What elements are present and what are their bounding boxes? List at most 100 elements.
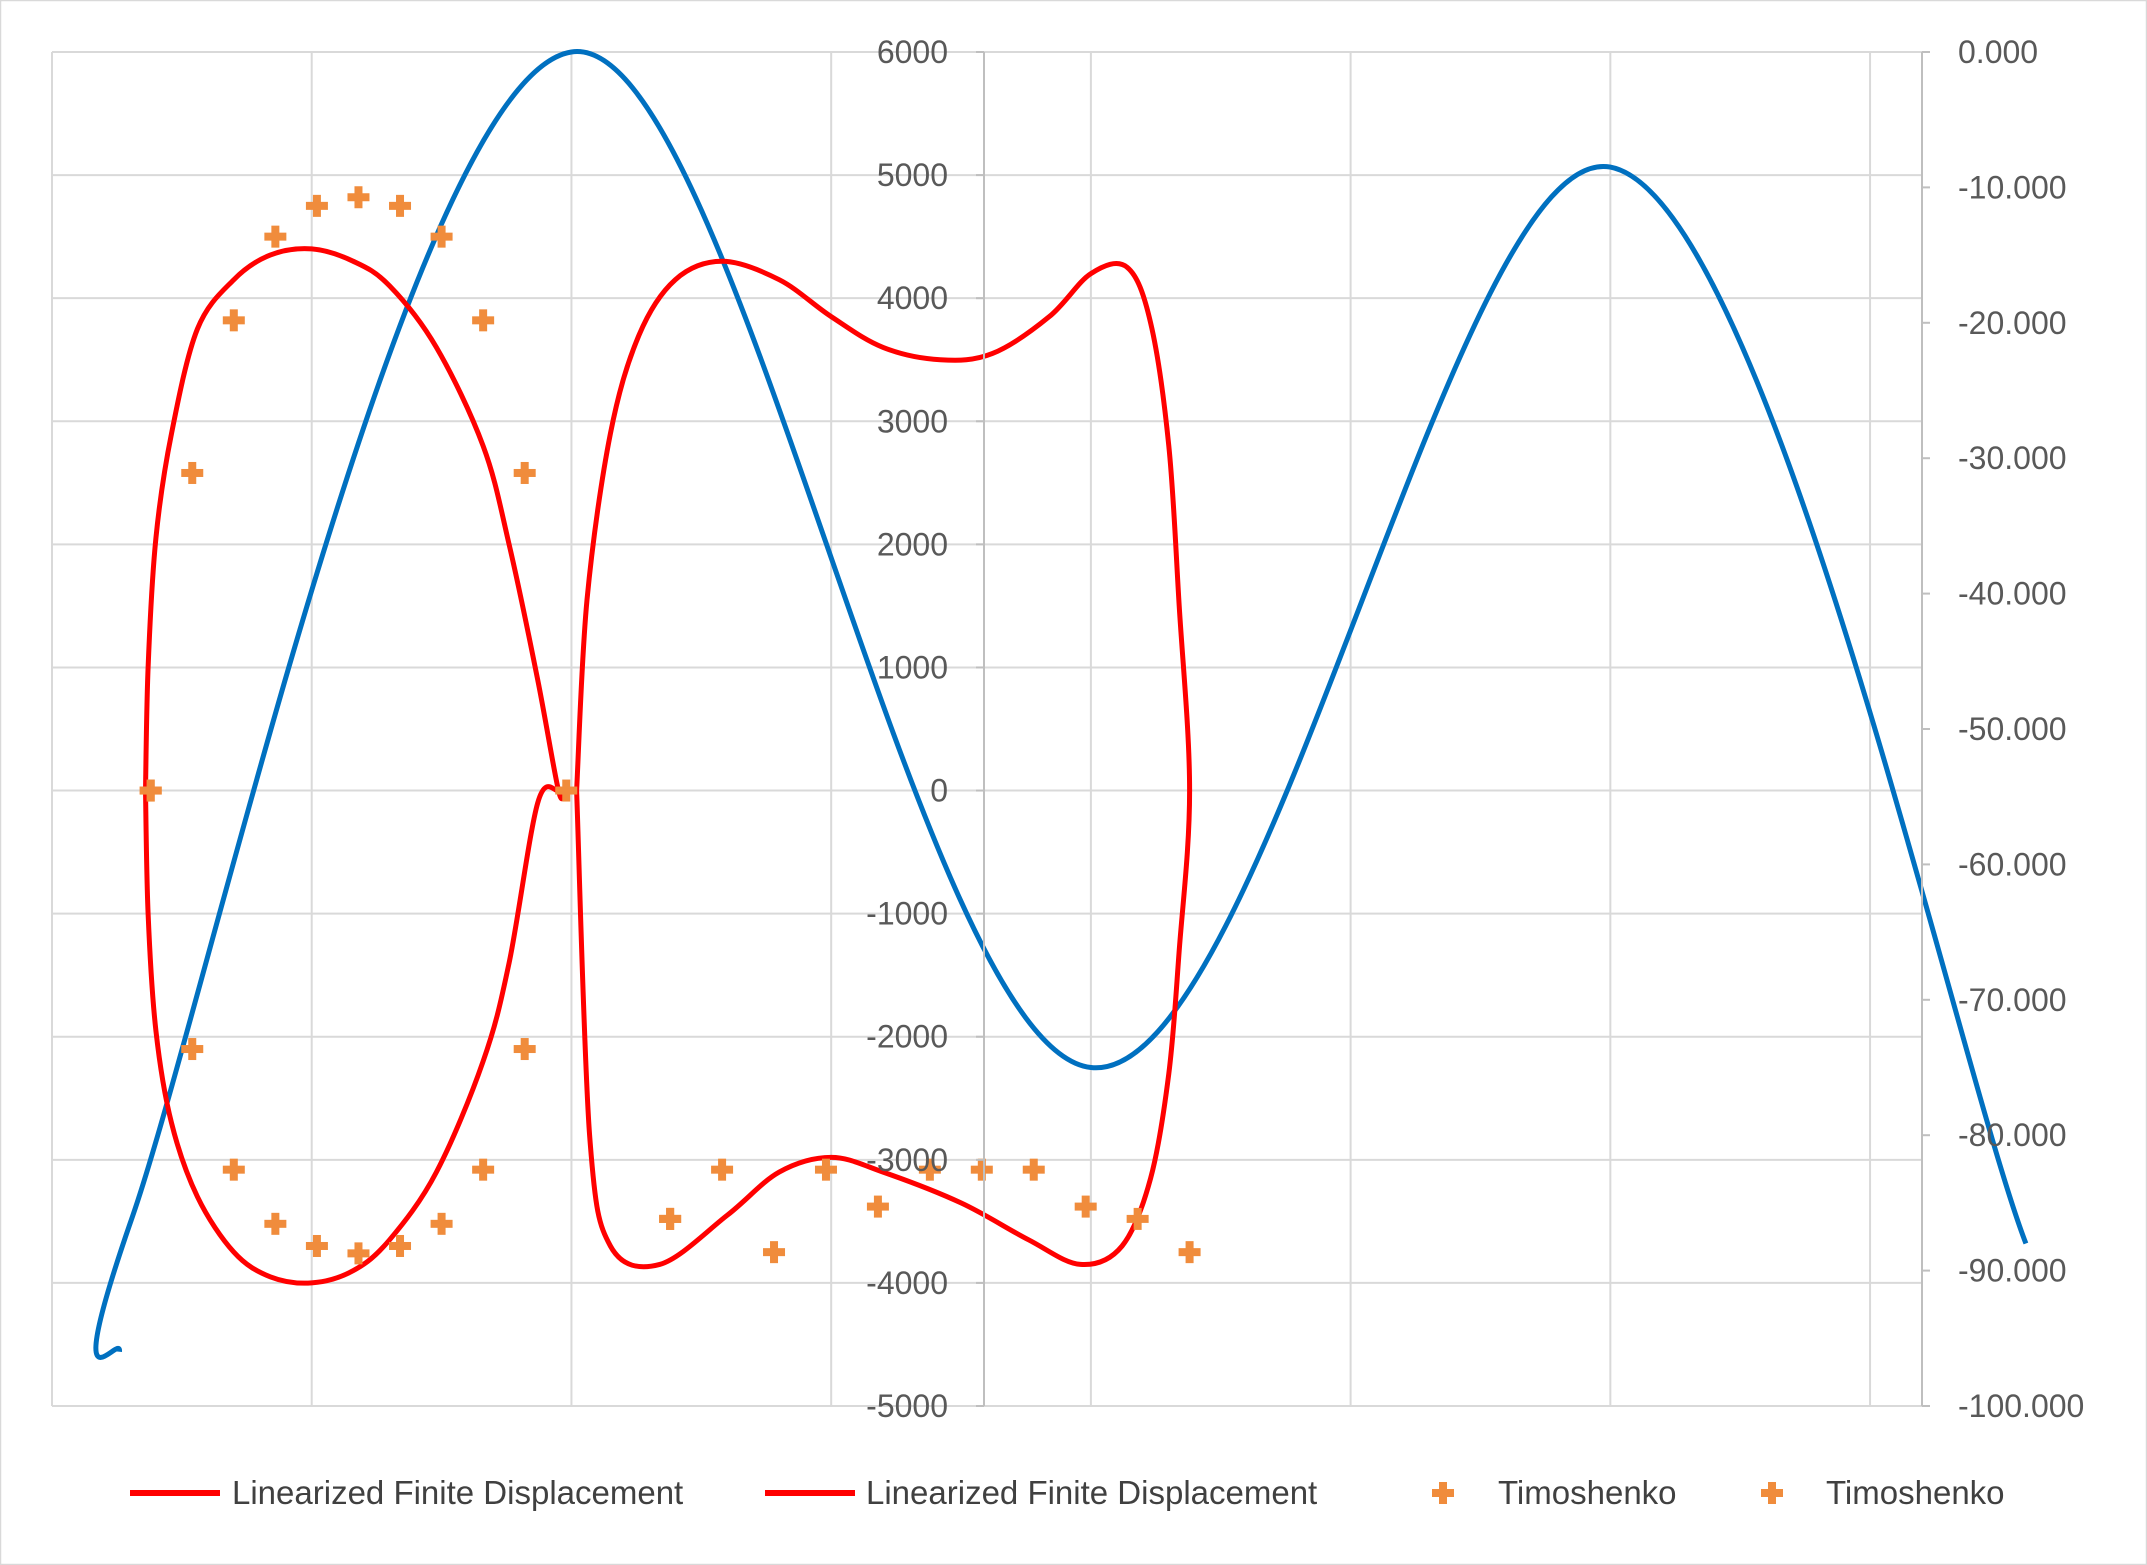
cross-v (1768, 1482, 1776, 1504)
y-tick-label: 6000 (877, 34, 948, 70)
data-point-cross (711, 1158, 734, 1181)
cross-v (229, 309, 238, 332)
data-point-cross (389, 1234, 412, 1257)
data-point-cross (181, 461, 204, 484)
data-point-cross (814, 1158, 837, 1181)
series-line-1 (574, 258, 1193, 1270)
data-point-cross (347, 186, 370, 209)
cross-v (718, 1158, 727, 1181)
y-tick-label: -4000 (866, 1265, 948, 1301)
y-tick-label: 5000 (877, 157, 948, 193)
y2-tick-label: -90.000 (1958, 1253, 2067, 1289)
legend-label: Timoshenko (1498, 1474, 1677, 1511)
y2-tick-label: -80.000 (1958, 1117, 2067, 1153)
grid-layer (51, 51, 1922, 1407)
data-point-cross (472, 1158, 495, 1181)
data-point-cross (1761, 1482, 1783, 1504)
cross-v (925, 1158, 934, 1181)
cross-v (770, 1241, 779, 1264)
secondary-series-line (93, 49, 2029, 1360)
y-tick-label: 0 (930, 773, 948, 809)
cross-v (271, 1212, 280, 1235)
data-point-cross (1074, 1195, 1097, 1218)
cross-v (437, 1212, 446, 1235)
data-point-cross (866, 1195, 889, 1218)
data-point-cross (222, 309, 245, 332)
cross-v (146, 779, 155, 802)
y-tick-label: 3000 (877, 403, 948, 439)
cross-v (821, 1158, 830, 1181)
y2-tick-label: -20.000 (1958, 305, 2067, 341)
cross-v (1439, 1482, 1447, 1504)
legend-label: Linearized Finite Displacement (232, 1474, 683, 1511)
cross-v (396, 194, 405, 217)
data-point-cross (305, 1234, 328, 1257)
data-point-cross (918, 1158, 941, 1181)
y2-tick-label: -70.000 (1958, 982, 2067, 1018)
data-point-cross (264, 225, 287, 248)
y-tick-label: -5000 (866, 1388, 948, 1424)
data-point-cross (513, 461, 536, 484)
cross-v (873, 1195, 882, 1218)
y2-tick-label: -100.000 (1958, 1388, 2084, 1424)
cross-v (479, 1158, 488, 1181)
legend: Linearized Finite Displacement Linearized… (130, 1474, 2005, 1511)
cross-v (520, 461, 529, 484)
y-tick-label: -3000 (866, 1142, 948, 1178)
series-layer (139, 186, 1201, 1286)
y-tick-label: -1000 (866, 896, 948, 932)
cross-v (271, 225, 280, 248)
cross-v (1081, 1195, 1090, 1218)
data-point-cross (1126, 1207, 1149, 1230)
cross-v (354, 186, 363, 209)
y-tick-label: -2000 (866, 1019, 948, 1055)
data-point-cross (389, 194, 412, 217)
y2-tick-label: -10.000 (1958, 169, 2067, 205)
data-point-cross (1432, 1482, 1454, 1504)
data-point-cross (513, 1038, 536, 1061)
cross-v (479, 309, 488, 332)
cross-v (229, 1158, 238, 1181)
data-point-cross (347, 1242, 370, 1265)
data-point-cross (659, 1207, 682, 1230)
y2-tick-label: 0.000 (1958, 34, 2038, 70)
data-point-cross (472, 309, 495, 332)
cross-v (562, 779, 571, 802)
cross-v (1133, 1207, 1142, 1230)
cross-v (437, 225, 446, 248)
legend-label: Linearized Finite Displacement (866, 1474, 1317, 1511)
data-point-cross (264, 1212, 287, 1235)
cross-v (396, 1234, 405, 1257)
y2-tick-label: -60.000 (1958, 846, 2067, 882)
data-point-cross (763, 1241, 786, 1264)
cross-v (1029, 1158, 1038, 1181)
cross-v (312, 194, 321, 217)
cross-v (1185, 1241, 1194, 1264)
data-point-cross (181, 1038, 204, 1061)
y2-tick-label: -40.000 (1958, 576, 2067, 612)
cross-v (520, 1038, 529, 1061)
data-point-cross (1022, 1158, 1045, 1181)
data-point-cross (305, 194, 328, 217)
data-point-cross (222, 1158, 245, 1181)
cross-v (188, 1038, 197, 1061)
cross-v (188, 461, 197, 484)
axis-layer: 6000 5000 4000 3000 2000 1000 0 -1000 -2000 -3000… (866, 34, 2084, 1424)
y-tick-label: 1000 (877, 649, 948, 685)
data-point-cross (139, 779, 162, 802)
legend-label: Timoshenko (1826, 1474, 2005, 1511)
cross-v (666, 1207, 675, 1230)
secondary-series-layer (93, 49, 2029, 1360)
data-point-cross (1178, 1241, 1201, 1264)
y2-tick-label: -50.000 (1958, 711, 2067, 747)
y2-tick-label: -30.000 (1958, 440, 2067, 476)
cross-v (354, 1242, 363, 1265)
data-point-cross (555, 779, 578, 802)
data-point-cross (430, 225, 453, 248)
data-point-cross (430, 1212, 453, 1235)
y-tick-label: 4000 (877, 280, 948, 316)
cross-v (977, 1158, 986, 1181)
